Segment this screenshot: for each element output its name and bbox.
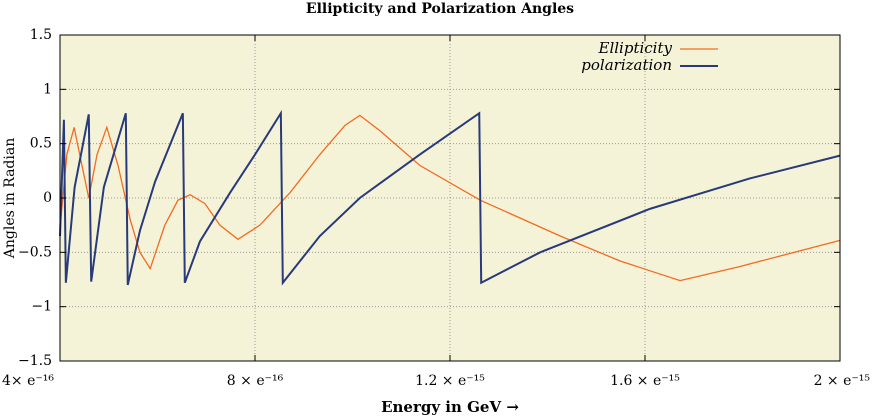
y-tick-label: 0 (43, 190, 52, 206)
lines (59, 109, 841, 286)
y-tick-label: 1.5 (30, 27, 52, 43)
y-axis-label: Angles in Radian (2, 138, 18, 259)
legend-label: Ellipticity (598, 39, 673, 57)
y-tick-label: −1.5 (18, 353, 52, 369)
series-line (59, 114, 841, 282)
x-tick-label: 1.2 × e⁻¹⁵ (415, 373, 485, 389)
y-tick-label: 0.5 (30, 136, 52, 152)
x-axis-label: Energy in GeV → (381, 398, 519, 416)
x-tick-label: 4× e⁻¹⁶ (2, 373, 54, 389)
legend-label: polarization (581, 56, 672, 74)
y-tick-label: −0.5 (18, 244, 52, 260)
chart-title: Ellipticity and Polarization Angles (306, 1, 574, 17)
x-tick-label: 8 × e⁻¹⁶ (227, 373, 284, 389)
y-tick-label: −1 (31, 299, 52, 315)
x-tick-label: 1.6 × e⁻¹⁵ (610, 373, 680, 389)
series-line (59, 109, 841, 286)
y-tick-label: 1 (43, 81, 52, 97)
x-tick-label: 2 × e⁻¹⁵ (814, 373, 871, 389)
